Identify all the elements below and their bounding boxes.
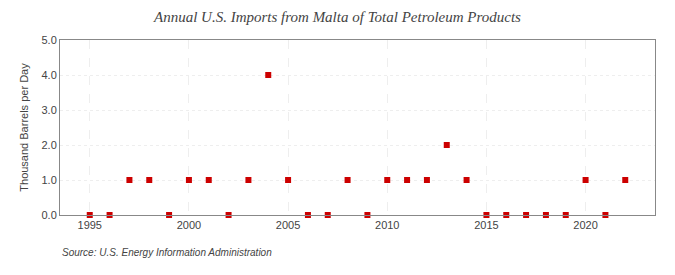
svg-text:Thousand Barrels per Day: Thousand Barrels per Day bbox=[18, 63, 30, 192]
svg-text:2010: 2010 bbox=[375, 219, 399, 231]
svg-text:3.0: 3.0 bbox=[42, 104, 57, 116]
svg-text:5.0: 5.0 bbox=[42, 34, 57, 46]
svg-text:2015: 2015 bbox=[474, 219, 498, 231]
svg-text:Source: U.S. Energy Informatio: Source: U.S. Energy Information Administ… bbox=[62, 247, 272, 258]
svg-text:2.0: 2.0 bbox=[42, 139, 57, 151]
svg-text:1.0: 1.0 bbox=[42, 174, 57, 186]
svg-text:4.0: 4.0 bbox=[42, 69, 57, 81]
svg-text:2020: 2020 bbox=[573, 219, 597, 231]
svg-text:0.0: 0.0 bbox=[42, 209, 57, 221]
svg-text:1995: 1995 bbox=[78, 219, 102, 231]
svg-text:2005: 2005 bbox=[276, 219, 300, 231]
svg-text:Annual U.S. Imports from Malta: Annual U.S. Imports from Malta of Total … bbox=[153, 9, 521, 25]
svg-text:2000: 2000 bbox=[177, 219, 201, 231]
